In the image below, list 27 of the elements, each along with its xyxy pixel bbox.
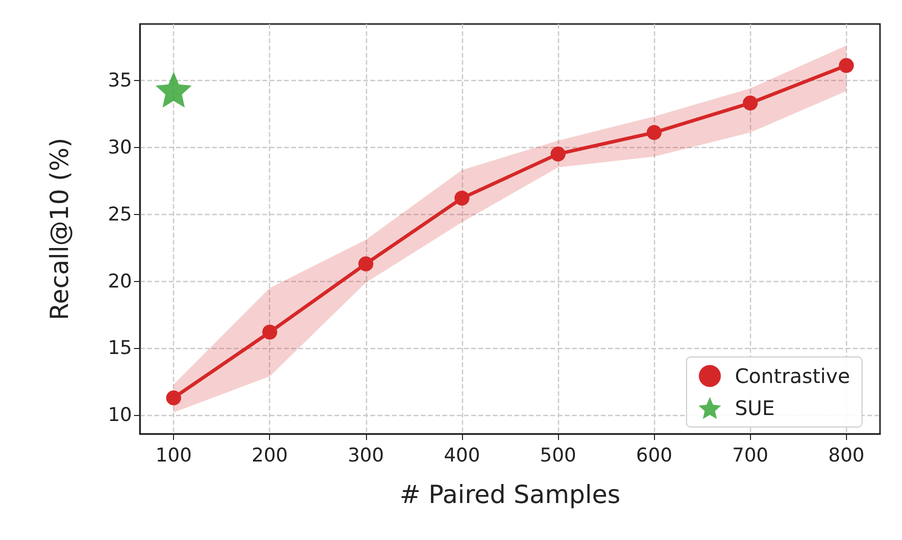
y-tick-label: 15 [108, 337, 132, 360]
y-tick-label: 10 [108, 404, 132, 426]
x-tick-label: 700 [732, 444, 768, 466]
y-tick-label: 35 [108, 69, 132, 92]
y-axis-title: Recall@10 (%) [45, 138, 74, 320]
point [838, 58, 854, 74]
x-tick-label: 400 [444, 444, 480, 466]
x-tick-label: 800 [828, 444, 864, 466]
point [742, 96, 758, 111]
x-tick-label: 600 [636, 444, 672, 466]
y-tick-label: 20 [108, 270, 132, 292]
x-axis-title: # Paired Samples [400, 480, 620, 509]
x-tick-label: 500 [540, 444, 576, 466]
x-tick-label: 300 [348, 444, 384, 466]
legend-label: SUE [734, 396, 775, 420]
point [358, 256, 374, 272]
x-tick-label: 200 [252, 444, 288, 466]
y-tick-label: 30 [108, 136, 132, 158]
point [550, 146, 566, 162]
point [646, 125, 662, 140]
legend-label: Contrastive [734, 364, 850, 388]
point [166, 390, 182, 406]
x-tick-label: 100 [156, 444, 192, 466]
point [262, 324, 278, 340]
y-tick-label: 25 [108, 203, 132, 226]
point [156, 72, 192, 108]
point [454, 190, 470, 206]
